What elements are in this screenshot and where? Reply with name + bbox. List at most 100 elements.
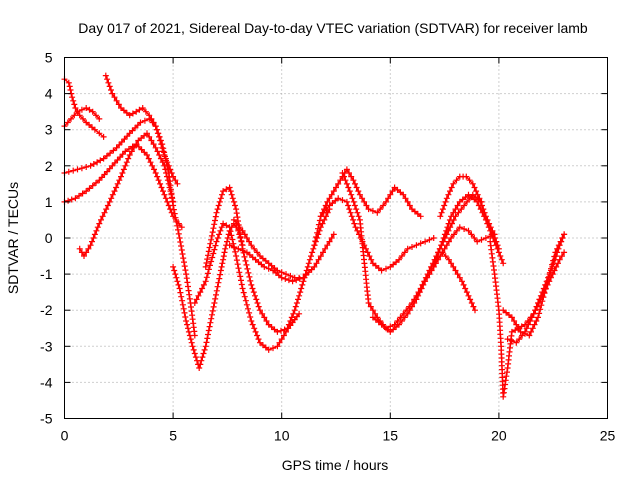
data-point — [508, 314, 515, 321]
data-point — [322, 245, 329, 252]
data-point — [175, 230, 182, 237]
data-point — [223, 222, 230, 229]
data-point — [212, 213, 219, 220]
data-point — [454, 271, 461, 278]
data-point — [473, 188, 480, 195]
data-point — [503, 373, 510, 380]
data-point — [243, 235, 250, 241]
series-trace-20 — [500, 231, 568, 339]
data-point — [211, 300, 218, 306]
data-point — [207, 240, 214, 247]
data-point — [109, 191, 116, 198]
data-point — [239, 227, 246, 234]
data-point — [511, 318, 518, 324]
data-point — [436, 245, 443, 252]
data-point — [440, 235, 447, 241]
data-point — [350, 216, 357, 223]
data-point — [242, 297, 249, 304]
data-point — [116, 177, 123, 184]
data-point — [208, 315, 215, 322]
data-point — [434, 253, 441, 260]
data-point — [477, 206, 484, 213]
data-point — [115, 101, 122, 108]
data-point — [308, 266, 315, 273]
data-point — [348, 191, 355, 198]
data-point — [316, 217, 323, 224]
data-point — [367, 303, 374, 310]
data-point — [353, 184, 360, 191]
data-point — [128, 148, 135, 155]
data-point — [296, 275, 303, 282]
data-point — [469, 180, 476, 187]
data-point — [214, 283, 221, 290]
data-point — [203, 260, 210, 266]
data-point — [306, 256, 313, 263]
y-tick-label: 0 — [45, 230, 53, 246]
data-point — [320, 249, 326, 256]
data-point — [259, 310, 266, 317]
data-point — [163, 161, 170, 168]
series-trace-7 — [170, 220, 246, 371]
data-point — [471, 235, 478, 241]
data-point — [149, 162, 156, 169]
data-point — [205, 331, 211, 338]
data-point — [476, 195, 483, 202]
data-point — [89, 108, 96, 115]
data-point — [96, 130, 103, 137]
data-point — [314, 229, 321, 236]
data-point — [247, 277, 254, 284]
data-point — [444, 224, 451, 231]
data-point — [156, 133, 163, 140]
data-point — [197, 289, 204, 296]
data-point — [150, 141, 157, 148]
data-point — [465, 292, 472, 299]
data-point — [191, 350, 198, 357]
data-point — [113, 97, 120, 104]
data-point — [385, 195, 392, 202]
data-point — [96, 115, 103, 122]
data-point — [93, 112, 99, 119]
data-point — [337, 177, 344, 184]
data-point — [324, 242, 331, 249]
data-point — [305, 260, 312, 267]
data-point — [114, 180, 121, 187]
data-point — [442, 198, 449, 205]
data-point — [556, 242, 563, 249]
data-point — [526, 332, 533, 339]
data-point — [315, 221, 322, 228]
data-point — [104, 202, 111, 209]
series-line — [194, 208, 331, 351]
data-point — [462, 285, 469, 292]
data-point — [213, 209, 220, 216]
data-point — [369, 307, 376, 314]
data-point — [68, 196, 75, 203]
data-point — [352, 224, 359, 231]
data-point — [500, 393, 507, 400]
data-point — [98, 216, 104, 223]
data-point — [208, 258, 215, 265]
data-point — [135, 143, 142, 150]
data-point — [182, 267, 189, 274]
data-point — [229, 236, 236, 243]
data-point — [445, 256, 452, 263]
data-point — [531, 321, 538, 328]
data-point — [452, 267, 459, 274]
data-point — [241, 253, 248, 260]
data-point — [207, 319, 214, 326]
data-point — [278, 336, 285, 343]
data-point — [250, 289, 257, 296]
data-point — [209, 229, 216, 236]
data-point — [102, 72, 109, 79]
data-point — [220, 188, 227, 195]
data-point — [86, 106, 93, 113]
data-point — [409, 244, 415, 250]
data-point — [72, 195, 79, 202]
data-point — [535, 314, 541, 321]
data-point — [198, 357, 205, 364]
data-point — [438, 209, 445, 216]
data-point — [174, 278, 181, 285]
data-point — [363, 202, 370, 209]
data-point — [342, 177, 349, 184]
data-point — [333, 184, 339, 191]
data-point — [532, 307, 539, 314]
